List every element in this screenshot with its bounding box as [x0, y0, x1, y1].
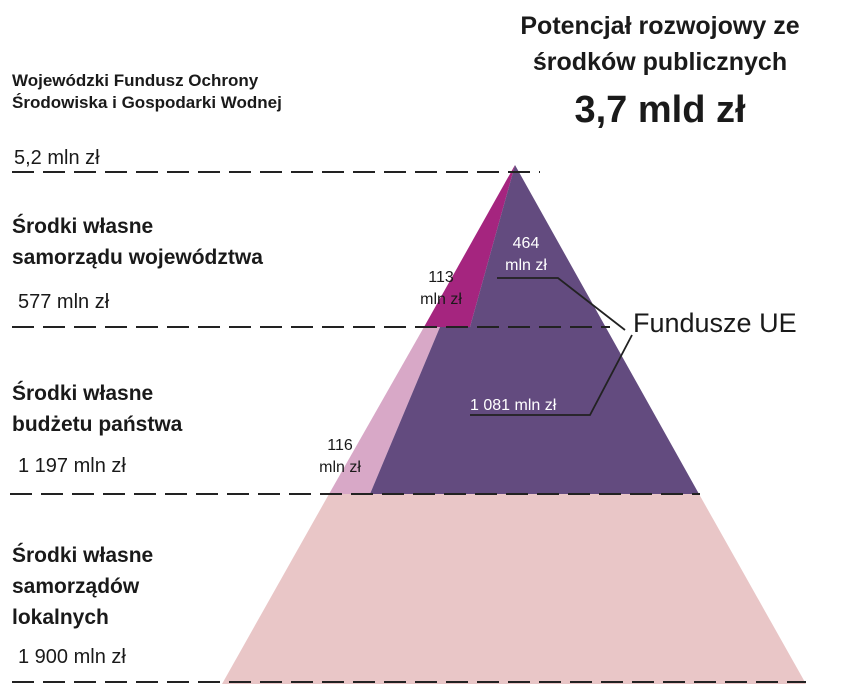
level-label: Wojewódzki Fundusz Ochrony	[12, 71, 259, 90]
purple-segment	[370, 165, 699, 494]
level-amount: 1 900 mln zł	[18, 646, 126, 668]
leader-line	[470, 334, 633, 416]
segment-label: mln zł	[420, 291, 462, 308]
title: środków publicznych	[533, 48, 787, 76]
level-label: Środki własne	[12, 543, 153, 567]
level-label: lokalnych	[12, 606, 109, 629]
level-label: samorządu województwa	[12, 246, 263, 269]
level-amount: 577 mln zł	[18, 291, 110, 313]
level-label: Środki własne	[12, 214, 153, 238]
level-label: budżetu państwa	[12, 413, 183, 436]
segment-label: 1 081 mln zł	[470, 397, 557, 414]
title: Potencjał rozwojowy ze	[520, 12, 799, 40]
segment-label: 464	[513, 235, 540, 252]
segment-label: 116	[327, 437, 353, 454]
level-label: samorządów	[12, 575, 140, 598]
level-amount: 1 197 mln zł	[18, 455, 126, 477]
total: 3,7 mld zł	[574, 89, 745, 131]
pink-segment	[329, 327, 440, 494]
segment-label: mln zł	[319, 459, 361, 476]
leader-line	[497, 277, 626, 331]
level-amount: 5,2 mln zł	[14, 147, 100, 169]
segment-label: mln zł	[505, 257, 547, 274]
eu-label: Fundusze UE	[633, 308, 797, 338]
level-label: Środki własne	[12, 381, 153, 405]
segment-label: 113	[428, 269, 454, 286]
bottom-tier	[222, 494, 806, 684]
level-label: Środowiska i Gospodarki Wodnej	[12, 93, 282, 112]
magenta-segment	[424, 165, 515, 327]
